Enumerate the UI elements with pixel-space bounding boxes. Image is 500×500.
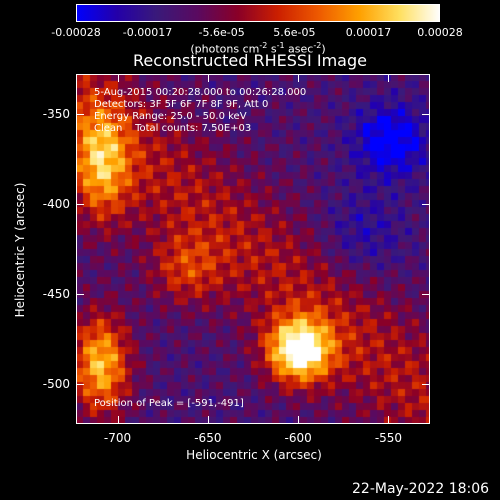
x-tick-mark-bottom <box>207 416 209 424</box>
y-tick-mark-left <box>76 294 84 296</box>
colorbar-units-exp: -2 <box>259 41 268 50</box>
y-tick-mark-left <box>76 384 84 386</box>
colorbar-tick-label: 0.00017 <box>345 26 392 39</box>
annotation-time-range: 5-Aug-2015 00:20:28.000 to 00:26:28.000 <box>94 87 307 98</box>
x-tick-mark-bottom <box>298 416 300 424</box>
y-tick-label: -450 <box>42 287 70 302</box>
y-tick-mark-right <box>422 203 430 205</box>
y-tick-label: -350 <box>42 106 70 121</box>
colorbar-tick-label: -5.6e-05 <box>198 26 245 39</box>
colorbar-units-exp: -1 <box>276 41 285 50</box>
colorbar-gradient <box>76 4 440 22</box>
rhessi-image[interactable] <box>76 74 430 424</box>
colorbar-units-text: (photons cm <box>190 42 260 56</box>
colorbar-tick-label: 0.00028 <box>417 26 463 39</box>
colorbar-tick-label: -0.00017 <box>122 26 173 39</box>
x-tick-mark-bottom <box>117 416 119 424</box>
y-axis-label: Heliocentric Y (arcsec) <box>13 182 27 318</box>
colorbar-units-exp: -2 <box>313 41 322 50</box>
x-tick-mark-top <box>207 74 209 82</box>
annotation-detectors: Detectors: 3F 5F 6F 7F 8F 9F, Att 0 <box>94 99 269 110</box>
y-tick-label: -500 <box>42 377 70 392</box>
colorbar-units-text: s <box>267 42 277 56</box>
colorbar-tick-label: 5.6e-05 <box>273 26 316 39</box>
colorbar <box>76 4 440 22</box>
annotation-clean-counts: Clean Total counts: 7.50E+03 <box>94 123 252 134</box>
x-tick-mark-top <box>298 74 300 82</box>
annotation-energy-range: Energy Range: 25.0 - 50.0 keV <box>94 111 247 122</box>
colorbar-units-text: ) <box>321 42 326 56</box>
colorbar-tick-label: -0.00028 <box>51 26 101 39</box>
x-tick-mark-top <box>388 74 390 82</box>
y-tick-mark-left <box>76 203 84 205</box>
x-tick-label: -600 <box>284 431 312 445</box>
colorbar-units-text: asec <box>284 42 314 56</box>
colorbar-units: (photons cm-2 s-1 asec-2) <box>190 40 325 55</box>
y-tick-label: -400 <box>42 196 70 211</box>
x-axis-label: Heliocentric X (arcsec) <box>186 448 322 462</box>
x-tick-label: -650 <box>194 431 222 445</box>
y-tick-mark-right <box>422 384 430 386</box>
render-timestamp: 22-May-2022 18:06 <box>352 481 490 497</box>
annotation-peak-position: Position of Peak = [-591,-491] <box>94 398 244 409</box>
y-tick-mark-right <box>422 113 430 115</box>
x-tick-label: -550 <box>374 431 403 445</box>
y-tick-mark-left <box>76 113 84 115</box>
y-tick-mark-right <box>422 294 430 296</box>
plot-title: Reconstructed RHESSI Image <box>133 51 367 70</box>
x-tick-mark-top <box>117 74 119 82</box>
x-tick-mark-bottom <box>388 416 390 424</box>
x-tick-label: -700 <box>103 431 132 445</box>
